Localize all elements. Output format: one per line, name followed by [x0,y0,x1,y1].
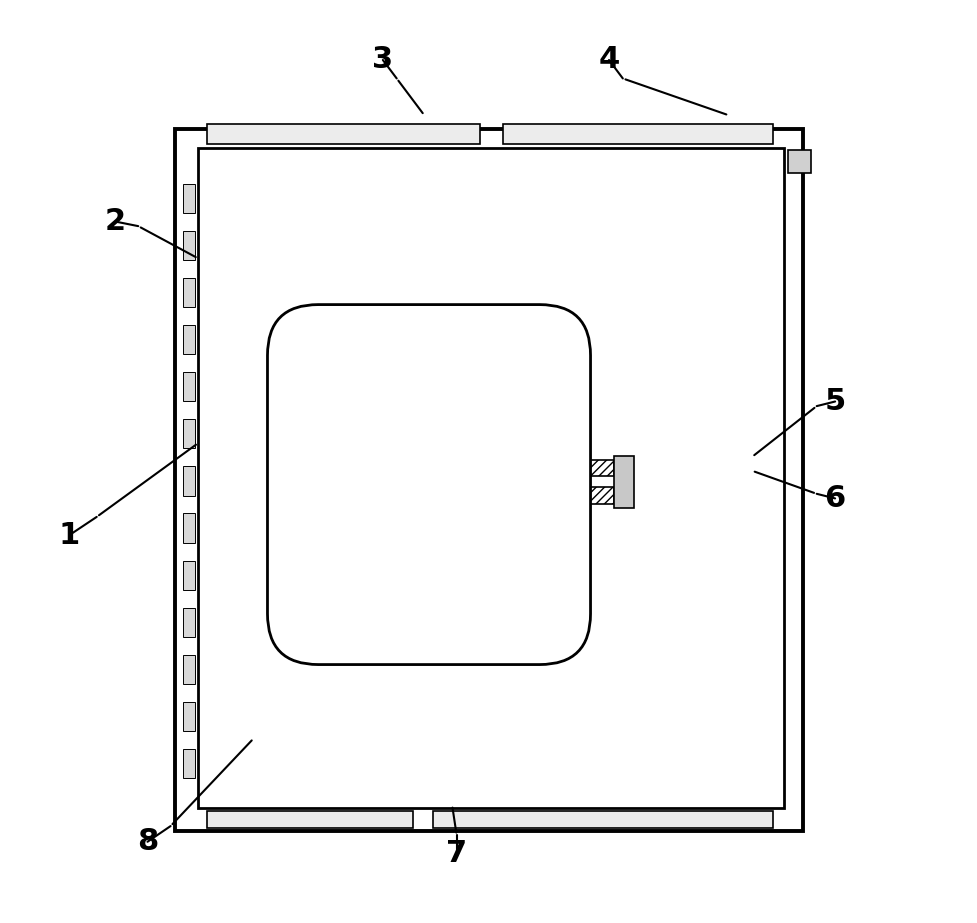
Text: 3: 3 [372,45,393,75]
Bar [183,419,194,449]
Bar [183,560,194,590]
Bar [183,702,194,731]
Bar [207,124,479,144]
Bar [183,325,194,354]
Bar [544,487,613,504]
Text: 7: 7 [446,839,467,869]
Bar [787,150,810,173]
Bar [183,607,194,637]
Bar [502,124,772,144]
Bar [183,372,194,402]
Bar [432,811,772,828]
Text: 1: 1 [59,521,79,550]
Bar [183,655,194,684]
Text: 5: 5 [824,387,845,416]
Bar [544,460,613,476]
Bar [183,749,194,778]
Text: 6: 6 [824,484,845,513]
Bar [183,231,194,260]
FancyBboxPatch shape [267,305,590,665]
Bar [183,466,194,496]
Bar [183,184,194,212]
Bar [198,148,784,808]
Text: 4: 4 [598,45,619,75]
Text: 2: 2 [105,207,126,236]
Bar [175,129,802,831]
Text: 8: 8 [137,827,158,857]
Bar [613,456,633,508]
Bar [183,513,194,543]
Bar [183,278,194,307]
Bar [207,811,412,828]
